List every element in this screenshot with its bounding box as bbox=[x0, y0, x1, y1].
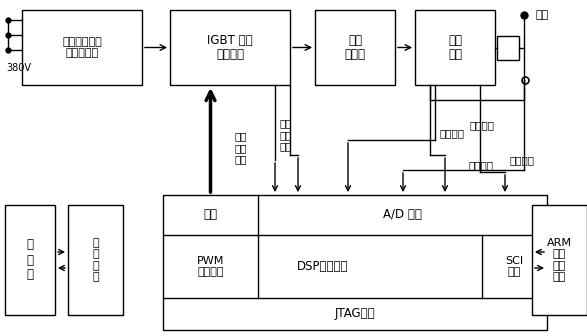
Bar bbox=[497, 36, 519, 59]
Text: 送
丝
机: 送 丝 机 bbox=[26, 239, 33, 282]
Bar bbox=[315, 10, 395, 85]
Text: PWM
驱动控制: PWM 驱动控制 bbox=[197, 256, 224, 277]
Text: 整流
滤波: 整流 滤波 bbox=[448, 34, 462, 61]
Bar bbox=[532, 205, 587, 315]
Text: 送
丝
电
路: 送 丝 电 路 bbox=[92, 238, 99, 282]
Text: 电流反馈: 电流反馈 bbox=[440, 128, 465, 138]
Bar bbox=[22, 10, 142, 85]
Text: DSP控制核心: DSP控制核心 bbox=[297, 260, 348, 273]
Text: 负载: 负载 bbox=[536, 10, 549, 20]
Text: 电压反馈: 电压反馈 bbox=[510, 155, 535, 165]
Text: 光耦: 光耦 bbox=[204, 209, 218, 221]
Bar bbox=[163, 195, 547, 330]
Text: A/D 模块: A/D 模块 bbox=[383, 209, 422, 221]
Text: 电压反馈: 电压反馈 bbox=[469, 160, 494, 170]
Text: ARM
全数
字化
面板: ARM 全数 字化 面板 bbox=[547, 238, 572, 282]
Text: 初级
电流
反馈: 初级 电流 反馈 bbox=[235, 131, 248, 165]
Text: SCI
模块: SCI 模块 bbox=[505, 256, 524, 277]
Text: 380V: 380V bbox=[6, 63, 31, 73]
Text: JTAG接口: JTAG接口 bbox=[335, 307, 375, 321]
Text: 初级
电流
反馈: 初级 电流 反馈 bbox=[280, 118, 292, 152]
Bar bbox=[5, 205, 55, 315]
Bar bbox=[68, 205, 123, 315]
Text: 电流反馈: 电流反馈 bbox=[470, 120, 495, 130]
Bar bbox=[415, 10, 495, 85]
Text: IGBT 全桥
逆变电路: IGBT 全桥 逆变电路 bbox=[207, 34, 253, 61]
Text: 中频
变压器: 中频 变压器 bbox=[345, 34, 366, 61]
Text: 无源谐波抑制
和整流滤波: 无源谐波抑制 和整流滤波 bbox=[62, 37, 102, 58]
Bar bbox=[170, 10, 290, 85]
